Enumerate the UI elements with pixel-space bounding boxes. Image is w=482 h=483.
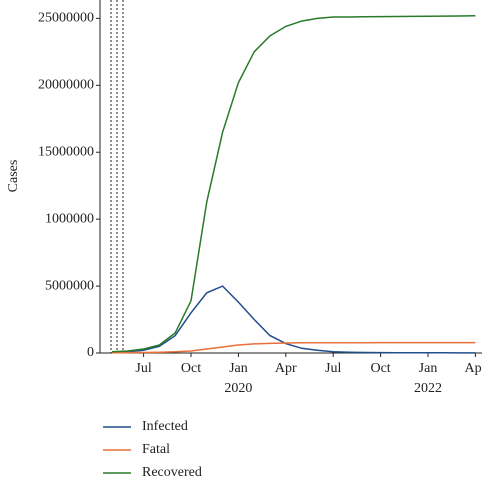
- y-tick-label: 5000000: [45, 278, 94, 293]
- y-tick-label: 0: [87, 345, 94, 360]
- y-axis-label: Cases: [6, 160, 21, 193]
- legend-label: Fatal: [142, 442, 170, 457]
- year-label: 2022: [414, 381, 442, 396]
- x-tick-label: Jan: [229, 361, 248, 376]
- x-tick-label: Apr: [275, 361, 297, 376]
- y-tick-label: 20000000: [38, 78, 94, 93]
- legend-label: Infected: [142, 419, 188, 434]
- y-tick-label: 1000000: [45, 211, 94, 226]
- series-line: [111, 285, 476, 354]
- x-tick-label: Oct: [181, 361, 201, 376]
- legend-label: Recovered: [142, 465, 202, 478]
- y-tick-label: 25000000: [38, 11, 94, 26]
- series-line: [111, 15, 476, 353]
- series-line: [111, 341, 476, 354]
- x-tick-label: Jul: [135, 361, 151, 376]
- x-tick-label: Oct: [370, 361, 390, 376]
- x-tick-label: Apr: [465, 361, 482, 376]
- year-label: 2020: [224, 381, 252, 396]
- x-tick-label: Jan: [419, 361, 438, 376]
- x-tick-label: Jul: [325, 361, 341, 376]
- y-tick-label: 15000000: [38, 144, 94, 159]
